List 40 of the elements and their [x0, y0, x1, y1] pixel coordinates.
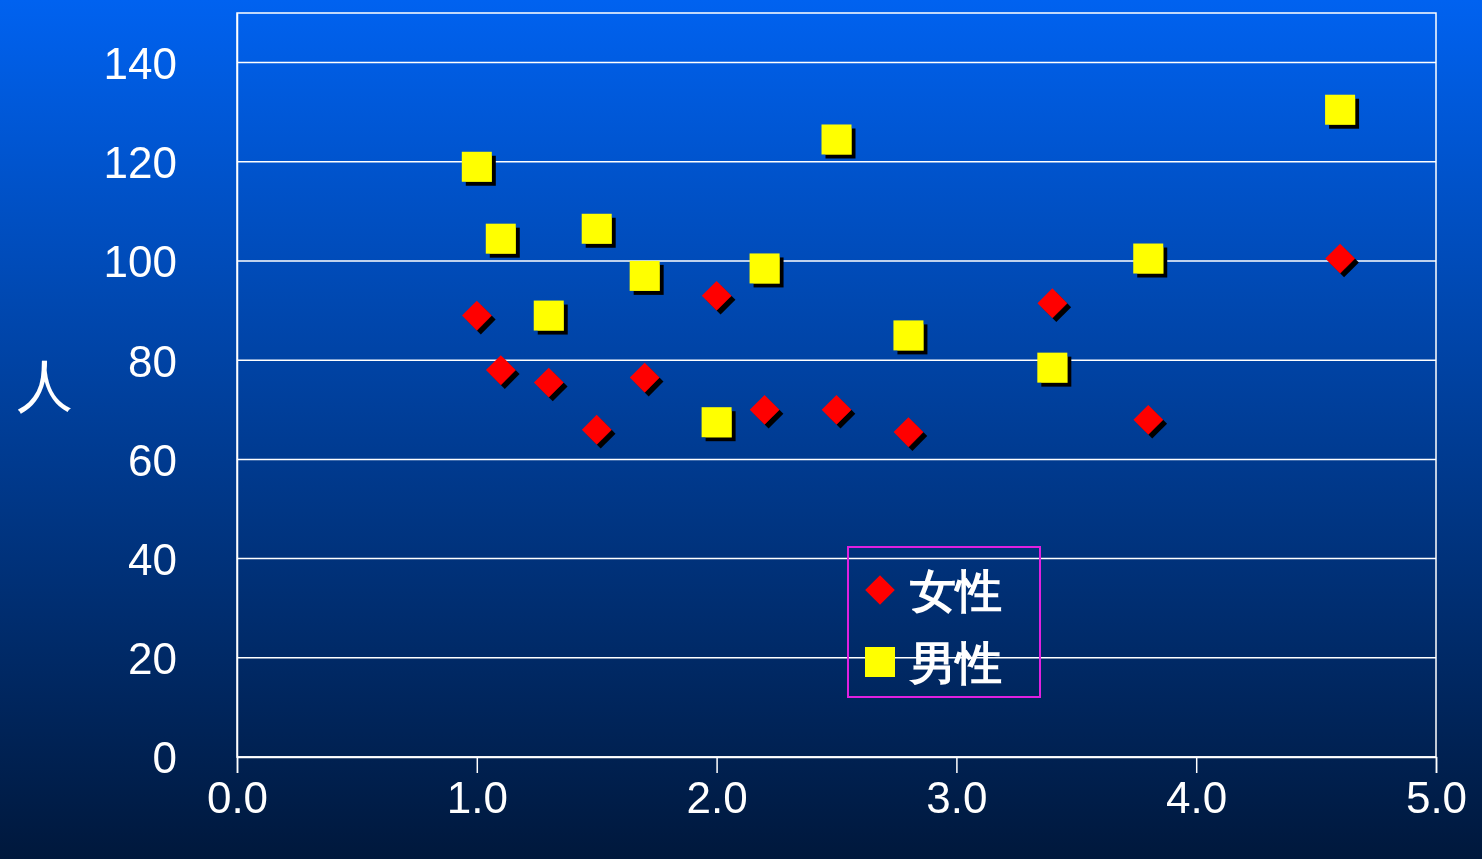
- y-tick-label: 120: [103, 138, 177, 188]
- point: [1133, 243, 1164, 274]
- point: [893, 417, 924, 447]
- x-tick-label: 2.0: [686, 773, 748, 822]
- point: [821, 124, 852, 155]
- point: [701, 407, 732, 438]
- point: [1325, 94, 1356, 125]
- point: [821, 394, 852, 425]
- point: [629, 362, 660, 393]
- point: [1037, 288, 1068, 318]
- legend-label: 女性: [910, 563, 1002, 618]
- point: [485, 223, 516, 254]
- x-tick-label: 1.0: [446, 773, 508, 822]
- point: [1133, 404, 1164, 435]
- point: [629, 260, 660, 291]
- x-tick-label: 0.0: [206, 773, 269, 822]
- y-tick-label: 0: [152, 733, 177, 783]
- point: [893, 320, 924, 351]
- point: [581, 213, 612, 244]
- y-tick-label: 40: [128, 534, 177, 584]
- point: [533, 367, 564, 398]
- point: [581, 414, 612, 445]
- y-tick-label: 60: [128, 435, 177, 485]
- point: [749, 394, 780, 425]
- x-tick-label: 5.0: [1405, 773, 1468, 822]
- y-tick-label: 80: [128, 336, 177, 386]
- point: [749, 253, 780, 284]
- point: [1325, 243, 1355, 274]
- x-tick-label: 4.0: [1166, 773, 1228, 822]
- point: [701, 280, 732, 311]
- point: [533, 300, 564, 331]
- y-axis-title: 人: [17, 353, 73, 419]
- y-tick-label: 20: [128, 634, 177, 684]
- y-tick-label: 100: [103, 237, 177, 287]
- point: [461, 300, 492, 331]
- y-tick-label: 140: [103, 38, 177, 88]
- x-tick-label: 3.0: [926, 773, 988, 822]
- point: [461, 151, 492, 182]
- point: [485, 355, 516, 385]
- point: [1037, 352, 1068, 383]
